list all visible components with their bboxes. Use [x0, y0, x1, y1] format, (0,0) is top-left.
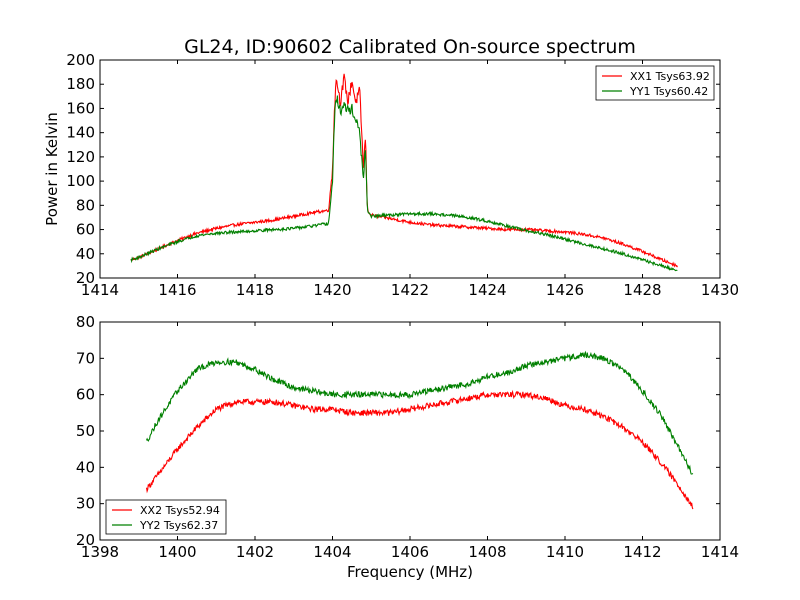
top-spectrum-panel: 1414 1416 1418 1420 1422 1424 1426 1428 1430 20 40…: [43, 51, 739, 299]
y-tick-label: 200: [66, 51, 95, 69]
y-tick-label: 70: [76, 349, 95, 367]
y-tick-label: 60: [76, 221, 95, 239]
y-tick-label: 30: [76, 495, 95, 513]
x-tick-label: 1430: [701, 281, 739, 299]
x-tick-label: 1414: [81, 281, 119, 299]
x-tick-label: 1420: [313, 281, 351, 299]
bottom-spectrum-panel: 1398 1400 1402 1404 1406 1408 1410 1412 1414 20 30…: [76, 313, 739, 561]
x-tick-label: 1426: [546, 281, 584, 299]
y-tick-label: 20: [76, 531, 95, 549]
legend-label: XX2 Tsys52.94: [140, 504, 220, 517]
x-tick-label: 1404: [313, 543, 351, 561]
y-tick-label: 20: [76, 269, 95, 287]
series-line-yy1: [130, 95, 678, 272]
legend-label: XX1 Tsys63.92: [630, 70, 710, 83]
x-tick-label: 1398: [81, 543, 119, 561]
legend-box: [105, 499, 227, 535]
y-tick-label: 80: [76, 196, 95, 214]
legend-label: YY2 Tsys62.37: [139, 519, 218, 532]
y-tick-label: 120: [66, 148, 95, 166]
x-tick-label: 1406: [391, 543, 429, 561]
series-line-xx2: [145, 389, 694, 510]
y-tick-label: 100: [66, 172, 95, 190]
x-tick-label: 1412: [623, 543, 661, 561]
x-axis-label: Frequency (MHz): [347, 563, 473, 581]
y-tick-label: 80: [76, 313, 95, 331]
x-tick-label: 1410: [546, 543, 584, 561]
x-tick-label: 1400: [158, 543, 196, 561]
y-tick-label: 160: [66, 99, 95, 117]
y-tick-label: 60: [76, 386, 95, 404]
series-line-yy2: [145, 350, 694, 475]
x-tick-label: 1428: [623, 281, 661, 299]
legend-box: [595, 65, 715, 101]
y-tick-label: 140: [66, 124, 95, 142]
y-axis-label: Power in Kelvin: [43, 112, 61, 226]
x-tick-label: 1414: [701, 543, 739, 561]
series-line-xx1: [130, 73, 678, 268]
x-tick-label: 1408: [468, 543, 506, 561]
y-tick-label: 40: [76, 245, 95, 263]
x-tick-label: 1402: [236, 543, 274, 561]
x-tick-label: 1416: [158, 281, 196, 299]
x-tick-label: 1422: [391, 281, 429, 299]
y-tick-label: 40: [76, 458, 95, 476]
figure-title: GL24, ID:90602 Calibrated On-source spec…: [184, 36, 636, 58]
y-tick-label: 180: [66, 75, 95, 93]
legend: XX2 Tsys52.94 YY2 Tsys62.37: [105, 499, 227, 535]
legend-label: YY1 Tsys60.42: [629, 85, 708, 98]
legend: XX1 Tsys63.92 YY1 Tsys60.42: [595, 65, 715, 101]
y-tick-label: 50: [76, 422, 95, 440]
x-tick-label: 1418: [236, 281, 274, 299]
x-tick-label: 1424: [468, 281, 506, 299]
